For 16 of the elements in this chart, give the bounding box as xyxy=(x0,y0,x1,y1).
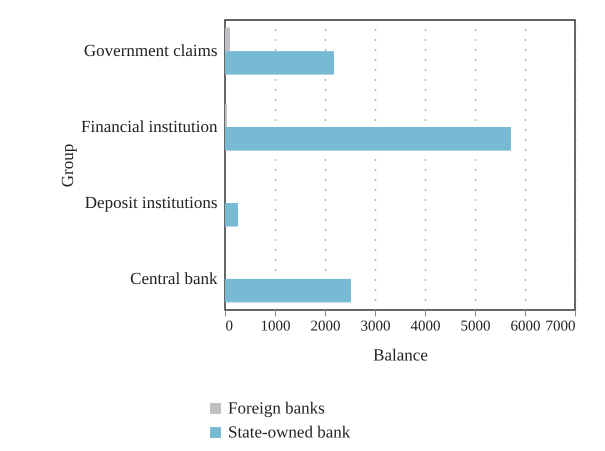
x-tick-label: 1000 xyxy=(260,318,290,334)
y-tick-label: Government claims xyxy=(84,41,218,60)
x-tick-label: 6000 xyxy=(510,318,540,334)
x-axis-title: Balance xyxy=(373,346,428,364)
x-tick-label: 2000 xyxy=(310,318,340,334)
x-tick-label: 0 xyxy=(226,318,233,334)
y-axis-title: Group xyxy=(58,144,78,188)
y-tick-label: Deposit institutions xyxy=(84,192,218,212)
legend-label: Foreign banks xyxy=(228,398,325,418)
x-tick-label: 4000 xyxy=(410,318,440,334)
y-tick-label: Central bank xyxy=(130,268,218,288)
y-tick-label: Financial institution xyxy=(81,117,218,136)
x-tick-label: 3000 xyxy=(360,318,390,334)
x-tick-label: 5000 xyxy=(460,318,490,334)
x-tick-label: 7000 xyxy=(546,318,576,334)
legend-label: State-owned bank xyxy=(228,422,351,442)
